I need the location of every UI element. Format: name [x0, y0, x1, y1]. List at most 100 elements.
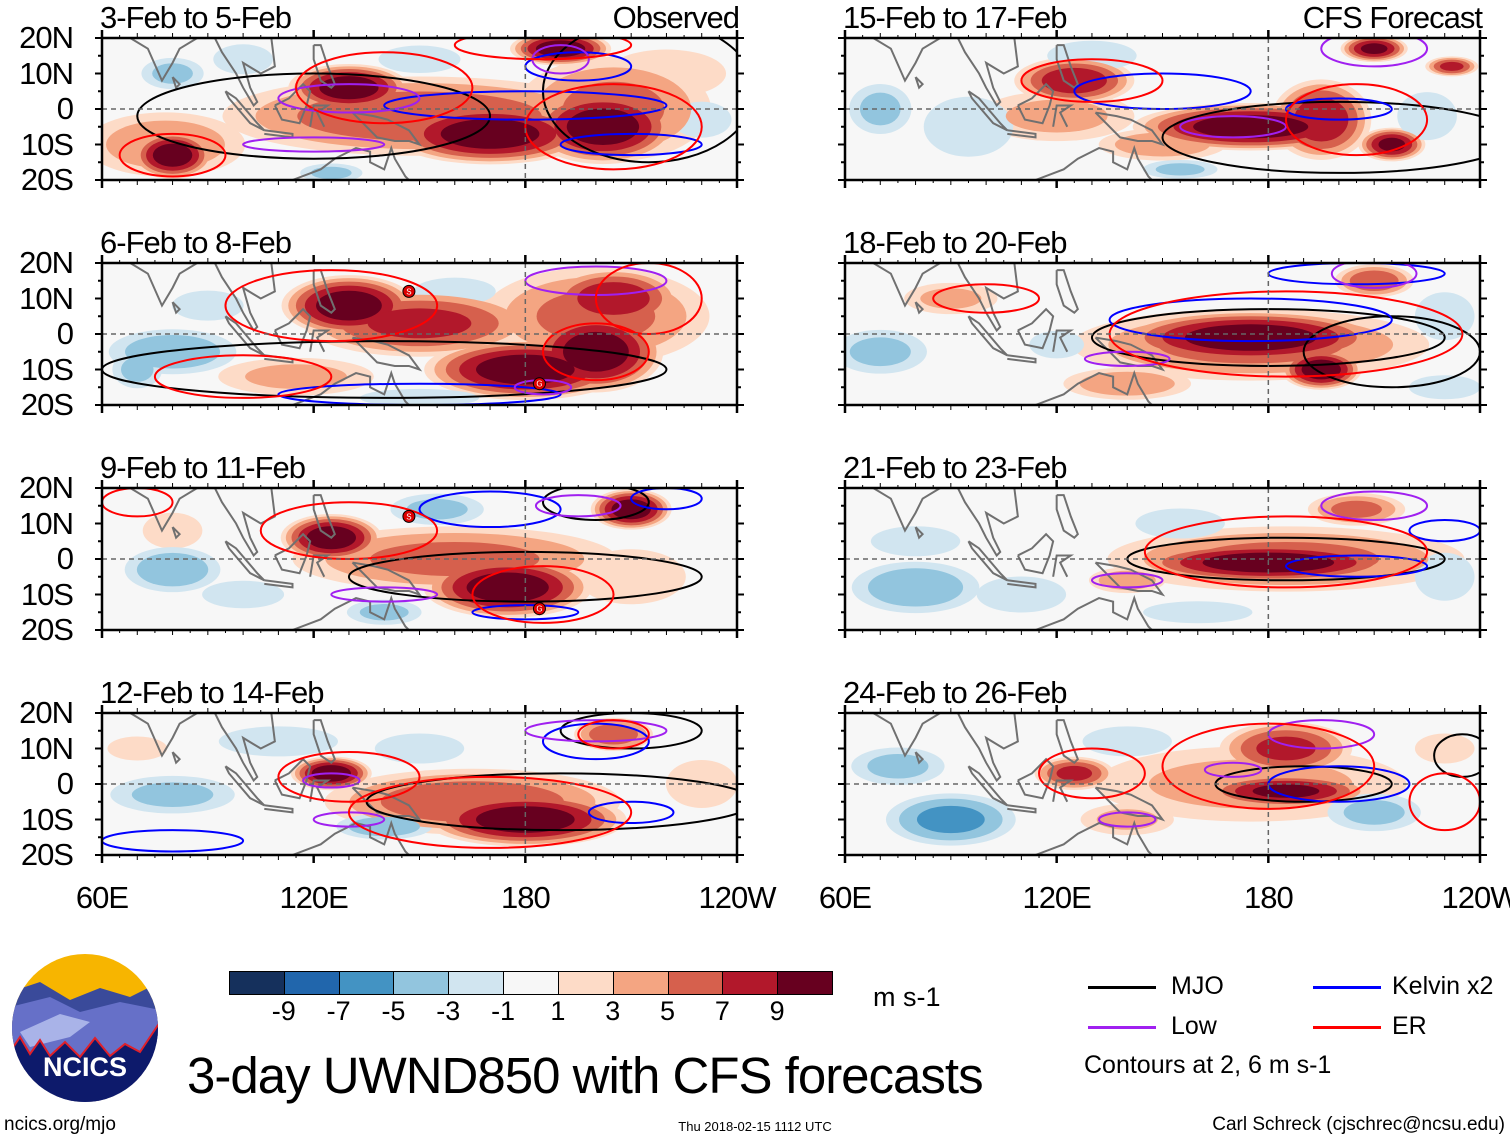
wind-anomaly-cell	[120, 357, 154, 382]
cyclone-marker-label: S	[406, 512, 411, 521]
wind-anomaly-cell	[245, 364, 347, 389]
lon-tick-label: 180	[1243, 880, 1294, 915]
lon-tick-label: 120W	[698, 880, 777, 915]
map-panel: 12-Feb to 14-Feb	[95, 675, 744, 863]
map-panel: 3-Feb to 5-Feb Observed	[95, 0, 744, 188]
panel-title: 9-Feb to 11-Feb	[100, 450, 306, 485]
wind-anomaly-cell	[466, 572, 549, 603]
wind-anomaly-cell	[202, 580, 285, 609]
footer-url[interactable]: ncics.org/mjo	[4, 1114, 116, 1135]
wind-anomaly-cell	[870, 526, 961, 557]
kelvin-contour	[277, 382, 562, 405]
er-contour	[295, 51, 474, 125]
lat-tick-label: 0	[56, 91, 74, 126]
kelvin-contour	[418, 490, 562, 529]
coastline	[213, 263, 276, 333]
wind-anomaly-cell	[378, 45, 461, 74]
lat-tick-label: 20N	[19, 245, 74, 280]
er-contour	[1020, 58, 1164, 103]
lat-tick-label: 20S	[20, 387, 74, 422]
wind-anomaly-cell	[849, 337, 911, 367]
coastline	[351, 561, 423, 597]
coastline	[1035, 594, 1153, 630]
mjo-contour	[102, 340, 668, 399]
coastline	[1055, 269, 1080, 314]
lat-tick-label: 0	[56, 316, 74, 351]
coastline	[967, 540, 1008, 582]
coastline	[914, 526, 925, 540]
map-panel: 15-Feb to 17-Feb CFS Forecast	[838, 0, 1487, 188]
er-contour	[577, 719, 650, 750]
map-panel: S G 9-Feb to 11-Feb	[95, 450, 744, 638]
er-contour	[1143, 515, 1429, 589]
wind-anomaly-cell	[1414, 552, 1475, 601]
wind-anomaly-cell	[867, 753, 929, 779]
wind-anomaly-cell	[359, 604, 409, 621]
er-contour	[118, 132, 227, 178]
coastline	[1035, 819, 1153, 855]
wind-anomaly-cell	[142, 512, 203, 549]
wind-anomaly-cell	[367, 308, 472, 339]
panel-title: 12-Feb to 14-Feb	[100, 675, 325, 710]
panel-label: Observed	[612, 0, 740, 35]
wind-anomaly-cell	[1360, 43, 1388, 55]
wind-anomaly-cell	[475, 806, 575, 833]
panel-title: 3-Feb to 5-Feb	[100, 0, 292, 35]
cyclone-marker: S	[402, 284, 416, 298]
map-field	[95, 705, 744, 863]
coastline	[872, 263, 941, 308]
kelvin-contour	[1408, 518, 1480, 543]
wind-anomaly-cell	[1143, 601, 1253, 624]
kelvin-contour	[630, 488, 703, 511]
cyclone-marker: S	[402, 509, 416, 523]
cyclone-marker-label: G	[536, 380, 542, 389]
coastline	[213, 713, 276, 783]
wind-anomaly-cell	[1041, 67, 1107, 94]
colorbar-tick-label: 7	[714, 996, 730, 1026]
coastline	[1055, 719, 1080, 764]
kelvin-contour	[541, 722, 650, 761]
legend-note: Contours at 2, 6 m s-1	[1084, 1051, 1332, 1079]
wind-anomaly-cell	[406, 499, 468, 520]
wind-anomaly-cell	[562, 331, 629, 372]
low-contour	[277, 83, 421, 114]
lat-tick-label: 10N	[19, 730, 74, 766]
map-field	[838, 705, 1487, 863]
coastline	[1052, 329, 1075, 353]
coastline	[224, 765, 265, 807]
coastline	[129, 713, 198, 758]
low-contour	[1098, 811, 1157, 828]
coastline	[312, 269, 337, 314]
coastline	[1094, 336, 1166, 372]
coastline	[1094, 111, 1166, 147]
er-contour	[153, 354, 333, 399]
coastline	[312, 494, 337, 539]
wind-anomaly-cell	[172, 290, 244, 321]
mjo-contour	[559, 713, 703, 750]
mjo-contour	[136, 72, 492, 160]
colorbar-swatch	[612, 971, 669, 995]
coastline	[171, 301, 182, 315]
panel-title: 21-Feb to 23-Feb	[843, 450, 1068, 485]
er-contour	[277, 751, 421, 803]
low-contour	[1330, 263, 1418, 289]
wind-anomaly-cell	[1029, 330, 1084, 359]
coastline	[956, 38, 1019, 108]
kelvin-contour	[1108, 297, 1393, 343]
wind-anomaly-cell	[152, 143, 193, 167]
coastline	[1055, 494, 1080, 539]
wind-anomaly-cell	[1135, 508, 1225, 539]
low-contour	[1203, 761, 1263, 778]
low-contour	[1320, 38, 1429, 68]
cyclone-marker: G	[532, 377, 546, 391]
wind-anomaly-cell	[576, 549, 686, 605]
legend-er-line	[1313, 1026, 1381, 1029]
er-contour	[471, 565, 615, 624]
wind-anomaly-cell	[976, 576, 1067, 613]
coastline	[914, 751, 925, 765]
coastline	[273, 82, 312, 125]
kelvin-contour	[559, 132, 703, 157]
colorbar-tick-label: -7	[326, 996, 351, 1026]
colorbar-tick-label: -5	[381, 996, 406, 1026]
lat-tick-label: 20S	[20, 162, 74, 197]
